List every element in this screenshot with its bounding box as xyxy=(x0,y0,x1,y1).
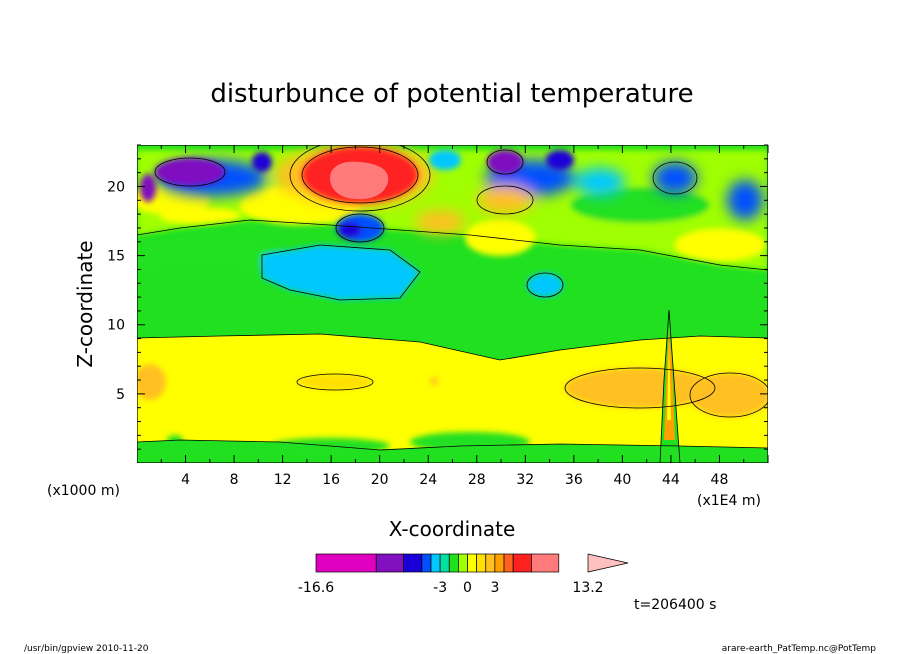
colorbar-segment xyxy=(485,553,496,573)
colorbar-segment xyxy=(458,553,468,573)
footer-right: arare-earth_PatTemp.nc@PotTemp xyxy=(722,644,876,654)
y-tick-label: 5 xyxy=(116,387,125,403)
x-unit-left: (x1000 m) xyxy=(47,483,120,499)
colorbar-tick-label: 3 xyxy=(490,580,499,596)
chart-title: disturbunce of potential temperature xyxy=(210,79,693,109)
colorbar-segment xyxy=(315,553,377,573)
colorbar-segment xyxy=(512,553,532,573)
colorbar-tick-label: -16.6 xyxy=(298,580,334,596)
x-axis-label: X-coordinate xyxy=(389,517,516,541)
colorbar xyxy=(315,553,629,573)
x-tick-label: 12 xyxy=(274,472,292,488)
colorbar-segment xyxy=(375,553,404,573)
x-tick-label: 32 xyxy=(516,472,534,488)
y-tick-label: 10 xyxy=(107,318,125,334)
colorbar-segment xyxy=(403,553,423,573)
colorbar-segment xyxy=(430,553,441,573)
x-tick-label: 16 xyxy=(322,472,340,488)
y-axis-label: Z-coordinate xyxy=(73,240,97,367)
colorbar-segment xyxy=(531,553,560,573)
max-core xyxy=(330,161,389,200)
x-tick-label: 24 xyxy=(419,472,437,488)
colorbar-segment xyxy=(494,553,505,573)
x-tick-label: 36 xyxy=(565,472,583,488)
x-unit-right: (x1E4 m) xyxy=(697,493,761,509)
x-tick-label: 40 xyxy=(613,472,631,488)
x-tick-label: 4 xyxy=(181,472,190,488)
colorbar-tick-label: 13.2 xyxy=(572,580,603,596)
colorbar-segment xyxy=(476,553,487,573)
plot-area xyxy=(137,145,768,463)
colorbar-segment xyxy=(439,553,450,573)
field-layers xyxy=(137,145,768,463)
low-level-positive-layer xyxy=(137,334,768,450)
x-axis-ticks: 4 8 12 16 20 24 28 32 36 40 44 48 xyxy=(160,145,769,488)
colorbar-tick-label: 0 xyxy=(463,580,472,596)
x-tick-label: 48 xyxy=(711,472,729,488)
y-tick-label: 20 xyxy=(107,179,125,195)
colorbar-tick-label: -3 xyxy=(433,580,447,596)
colorbar-over-arrow xyxy=(587,553,629,573)
time-label: t=206400 s xyxy=(634,597,716,613)
contour-lines xyxy=(137,145,768,463)
colorbar-segment xyxy=(421,553,432,573)
x-tick-label: 44 xyxy=(662,472,680,488)
colorbar-tick-labels: -16.6 -3 0 3 13.2 xyxy=(298,580,604,596)
colorbar-segment xyxy=(448,553,459,573)
footer-left: /usr/bin/gpview 2010-11-20 xyxy=(24,644,149,654)
colorbar-segment xyxy=(503,553,514,573)
x-tick-label: 8 xyxy=(230,472,239,488)
x-tick-label: 20 xyxy=(371,472,389,488)
colorbar-segment xyxy=(467,553,477,573)
y-axis-ticks: 5 10 15 20 xyxy=(107,144,768,450)
x-tick-label: 28 xyxy=(468,472,486,488)
y-tick-label: 15 xyxy=(107,249,125,265)
